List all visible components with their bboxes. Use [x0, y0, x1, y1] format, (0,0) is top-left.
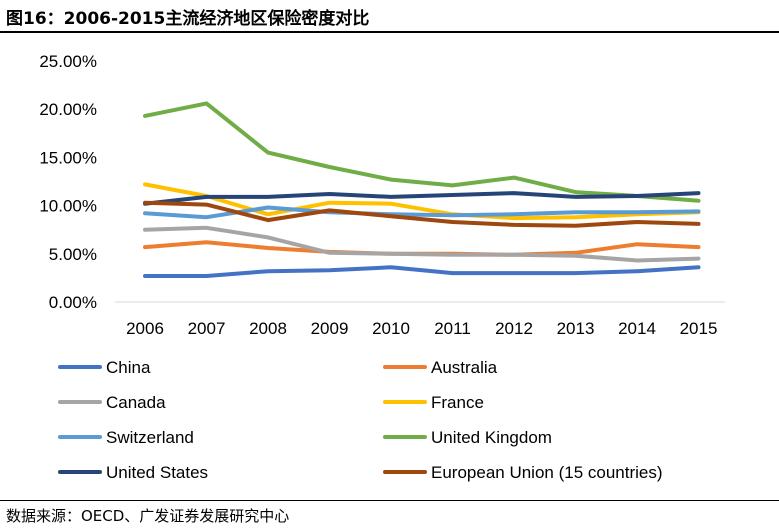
x-tick-label: 2006 [126, 319, 164, 338]
title-divider [0, 31, 779, 33]
x-tick-label: 2007 [188, 319, 226, 338]
y-axis-ticks: 0.00% 5.00% 10.00% 15.00% 20.00% 25.00% [39, 52, 97, 312]
legend-label-switzerland: Switzerland [106, 428, 194, 447]
y-tick-label: 25.00% [39, 52, 97, 71]
legend-label-united-kingdom: United Kingdom [431, 428, 552, 447]
legend-label-australia: Australia [431, 358, 498, 377]
series-line-united-kingdom [143, 101, 701, 203]
x-tick-label: 2014 [618, 319, 656, 338]
y-tick-label: 5.00% [49, 245, 97, 264]
source-note: 数据来源：OECD、广发证券发展研究中心 [6, 507, 290, 525]
x-tick-label: 2010 [372, 319, 410, 338]
x-axis-ticks: 2006 2007 2008 2009 2010 2011 2012 2013 2014 2015 [126, 319, 717, 338]
y-tick-label: 10.00% [39, 197, 97, 216]
y-tick-label: 0.00% [49, 293, 97, 312]
figure-title: 图16：2006-2015主流经济地区保险密度对比 [6, 9, 370, 29]
series-line-european-union-15-countries [143, 200, 701, 228]
legend-label-european-union-15-countries: European Union (15 countries) [431, 463, 663, 482]
series-lines [143, 101, 701, 278]
series-line-united-states [143, 191, 701, 206]
series-line-canada [143, 225, 701, 263]
legend-label-france: France [431, 393, 484, 412]
chart-legend: China Australia Canada France Switzerland Uni… [58, 358, 663, 482]
line-chart: 0.00%5.00%10.00%15.00%20.00%25.00% 2006 2… [39, 52, 725, 482]
x-tick-label: 2011 [434, 319, 471, 338]
x-tick-label: 2015 [680, 319, 718, 338]
y-tick-label: 15.00% [39, 148, 97, 167]
x-tick-label: 2012 [495, 319, 533, 338]
series-line-china [143, 265, 701, 278]
legend-label-united-states: United States [106, 463, 208, 482]
y-tick-label: 20.00% [39, 100, 97, 119]
legend-label-china: China [106, 358, 151, 377]
source-divider [0, 500, 779, 501]
legend-label-canada: Canada [106, 393, 166, 412]
x-tick-label: 2008 [249, 319, 287, 338]
x-tick-label: 2013 [557, 319, 595, 338]
series-line-france [143, 182, 701, 221]
x-tick-label: 2009 [311, 319, 349, 338]
